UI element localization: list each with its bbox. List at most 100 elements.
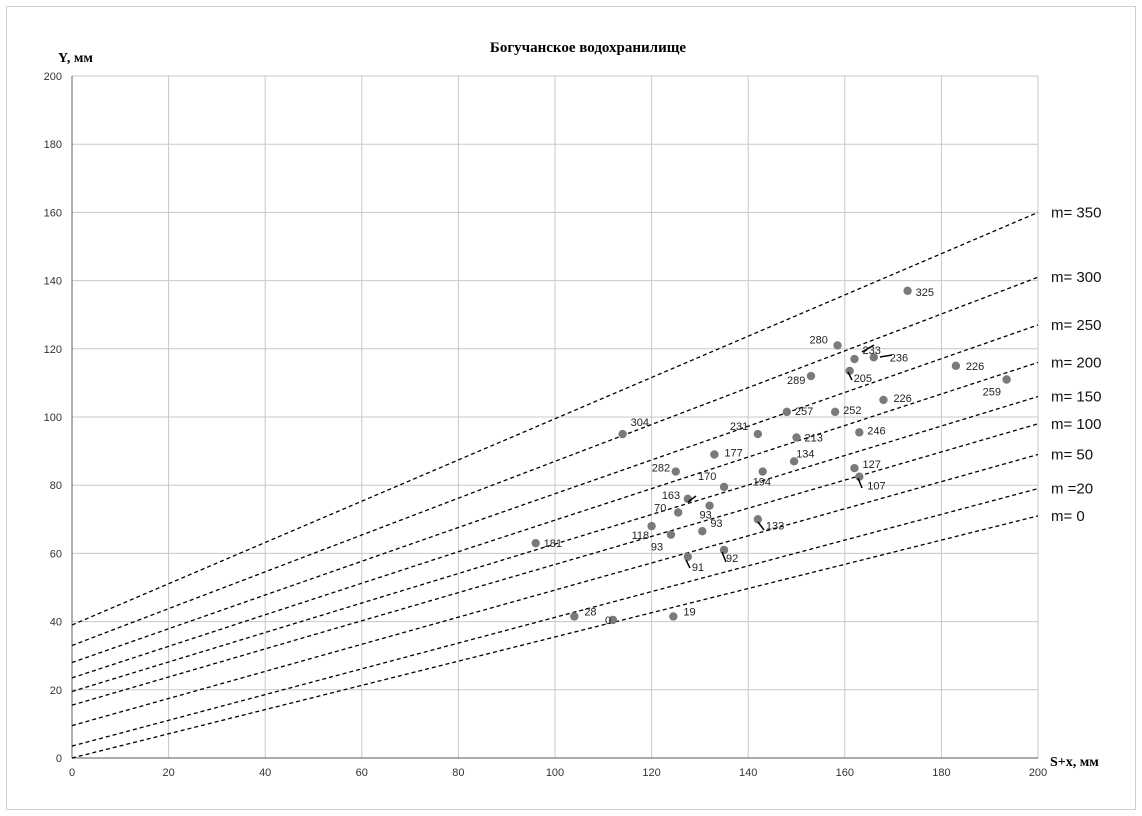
data-point <box>855 472 864 481</box>
data-point <box>879 395 888 405</box>
point-label: 259 <box>983 386 1001 398</box>
point-label: 28 <box>584 606 596 618</box>
m-line-label: m= 100 <box>1051 416 1101 433</box>
data-point <box>1002 375 1011 384</box>
data-point <box>850 354 859 364</box>
point-label: 233 <box>862 345 880 357</box>
data-point <box>618 429 627 439</box>
data-point <box>683 494 693 504</box>
y-tick-label: 80 <box>50 480 62 492</box>
m-line <box>71 515 1039 759</box>
m-line <box>71 487 1039 747</box>
data-point <box>806 371 816 381</box>
data-point <box>753 515 763 524</box>
point-label: 226 <box>966 361 984 373</box>
point-label: 134 <box>796 448 814 460</box>
data-point <box>673 508 683 517</box>
point-label: 93 <box>710 518 722 530</box>
data-point <box>951 361 961 371</box>
point-label: 213 <box>805 432 823 444</box>
m-line <box>71 395 1039 693</box>
y-tick-label: 100 <box>44 412 62 424</box>
data-point <box>903 286 912 296</box>
data-point <box>647 521 656 531</box>
data-point <box>845 366 854 376</box>
x-tick-label: 60 <box>356 767 368 779</box>
m-line-label: m= 250 <box>1051 317 1101 334</box>
point-label: 280 <box>810 334 828 346</box>
data-point <box>698 527 707 536</box>
point-label: 257 <box>795 406 813 418</box>
chart-title: Богучанское водохранилище <box>490 40 686 56</box>
point-label: 107 <box>867 481 885 493</box>
data-point <box>792 433 801 442</box>
y-tick-label: 140 <box>44 276 62 288</box>
point-label: 181 <box>544 538 562 550</box>
m-line-label: m= 50 <box>1051 447 1093 464</box>
m-line-label: m= 150 <box>1051 389 1101 406</box>
x-tick-label: 20 <box>162 767 174 779</box>
m-line-label: m= 300 <box>1051 269 1101 286</box>
x-tick-label: 180 <box>932 767 950 779</box>
data-point <box>719 482 729 492</box>
data-point <box>570 612 579 621</box>
label-leader <box>861 344 875 353</box>
y-tick-label: 200 <box>44 71 62 83</box>
y-tick-label: 160 <box>44 207 62 219</box>
point-label: 93 <box>700 510 712 522</box>
label-leader <box>857 477 863 489</box>
data-point <box>869 353 878 362</box>
m-line-label: m= 200 <box>1051 354 1101 371</box>
data-point <box>753 429 763 439</box>
x-tick-label: 160 <box>836 767 854 779</box>
data-point <box>830 407 840 417</box>
x-tick-label: 140 <box>739 767 757 779</box>
point-label: 304 <box>631 417 649 429</box>
data-point <box>671 467 680 476</box>
point-label: 246 <box>867 425 885 437</box>
y-tick-label: 0 <box>56 753 62 765</box>
data-point <box>782 407 792 417</box>
data-point <box>850 463 859 473</box>
point-label: 194 <box>753 477 771 489</box>
point-label: 289 <box>787 375 805 387</box>
point-label: 325 <box>916 287 934 299</box>
m-line <box>71 276 1039 647</box>
x-tick-label: 80 <box>452 767 464 779</box>
point-label: 0 <box>605 615 611 627</box>
data-point <box>855 428 864 437</box>
label-leader <box>879 354 893 358</box>
point-label: 205 <box>854 373 872 385</box>
x-tick-label: 0 <box>69 767 75 779</box>
y-tick-label: 20 <box>50 685 62 697</box>
y-axis-label: Y, мм <box>58 51 93 66</box>
y-tick-label: 180 <box>44 139 62 151</box>
label-leader <box>685 559 691 569</box>
data-point <box>705 501 714 510</box>
label-leader <box>687 495 697 503</box>
m-line-label: m= 350 <box>1051 204 1101 221</box>
point-label: 252 <box>843 405 861 417</box>
point-label: 92 <box>726 553 738 565</box>
point-label: 231 <box>730 421 748 433</box>
m-line <box>71 361 1039 679</box>
x-tick-label: 120 <box>642 767 660 779</box>
data-point <box>789 457 799 466</box>
point-label: 282 <box>652 463 670 475</box>
label-leader <box>757 521 765 531</box>
point-label: 163 <box>662 490 680 502</box>
point-label: 226 <box>893 393 911 405</box>
point-label: 177 <box>724 448 742 460</box>
point-label: 93 <box>651 542 663 554</box>
m-line <box>71 211 1039 626</box>
y-tick-label: 120 <box>44 344 62 356</box>
m-line <box>71 324 1039 664</box>
data-point <box>833 341 842 350</box>
data-point <box>758 467 767 476</box>
point-label: 19 <box>683 606 695 618</box>
point-label: 170 <box>698 471 716 483</box>
x-tick-label: 100 <box>546 767 564 779</box>
m-line-label: m= 0 <box>1051 508 1085 525</box>
m-line-label: m =20 <box>1051 481 1093 498</box>
point-label: 118 <box>632 530 650 542</box>
